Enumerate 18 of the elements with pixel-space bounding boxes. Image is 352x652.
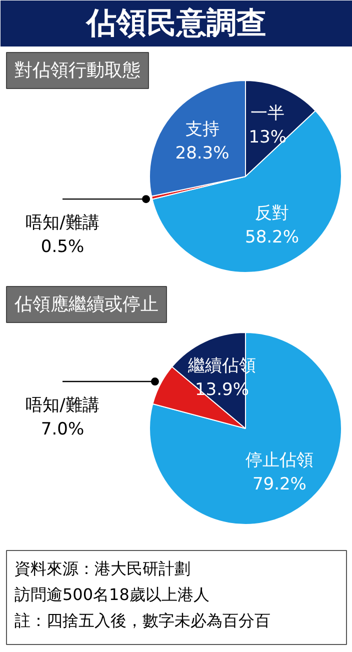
data-label: 79.2% xyxy=(252,474,306,495)
slice-label: 停止佔領 xyxy=(245,450,314,471)
data-label: 58.2% xyxy=(245,227,300,248)
slice-label: 唔知/難講 xyxy=(26,213,100,234)
slice-label: 一半 xyxy=(250,103,285,124)
slice-label: 反對 xyxy=(255,203,290,224)
data-label: 7.0% xyxy=(40,420,84,440)
chart-title: 佔領應繼續或停止 xyxy=(14,294,158,315)
slice-label: 支持 xyxy=(185,119,220,140)
text: 註：四捨五入後，數字未必為百分百 xyxy=(14,611,270,630)
slice-label: 唔知/難講 xyxy=(26,396,100,416)
text: 訪問逾500名18歲以上港人 xyxy=(14,585,210,604)
chart-title: 佔領民意調查 xyxy=(84,6,266,41)
chart-subtitle: 對佔領行動取態 xyxy=(14,60,140,81)
data-label: 13% xyxy=(248,127,287,148)
data-label: 0.5% xyxy=(40,237,84,258)
source-note: 資料來源：港大民研計劃 xyxy=(14,559,190,578)
data-label: 28.3% xyxy=(175,143,230,164)
